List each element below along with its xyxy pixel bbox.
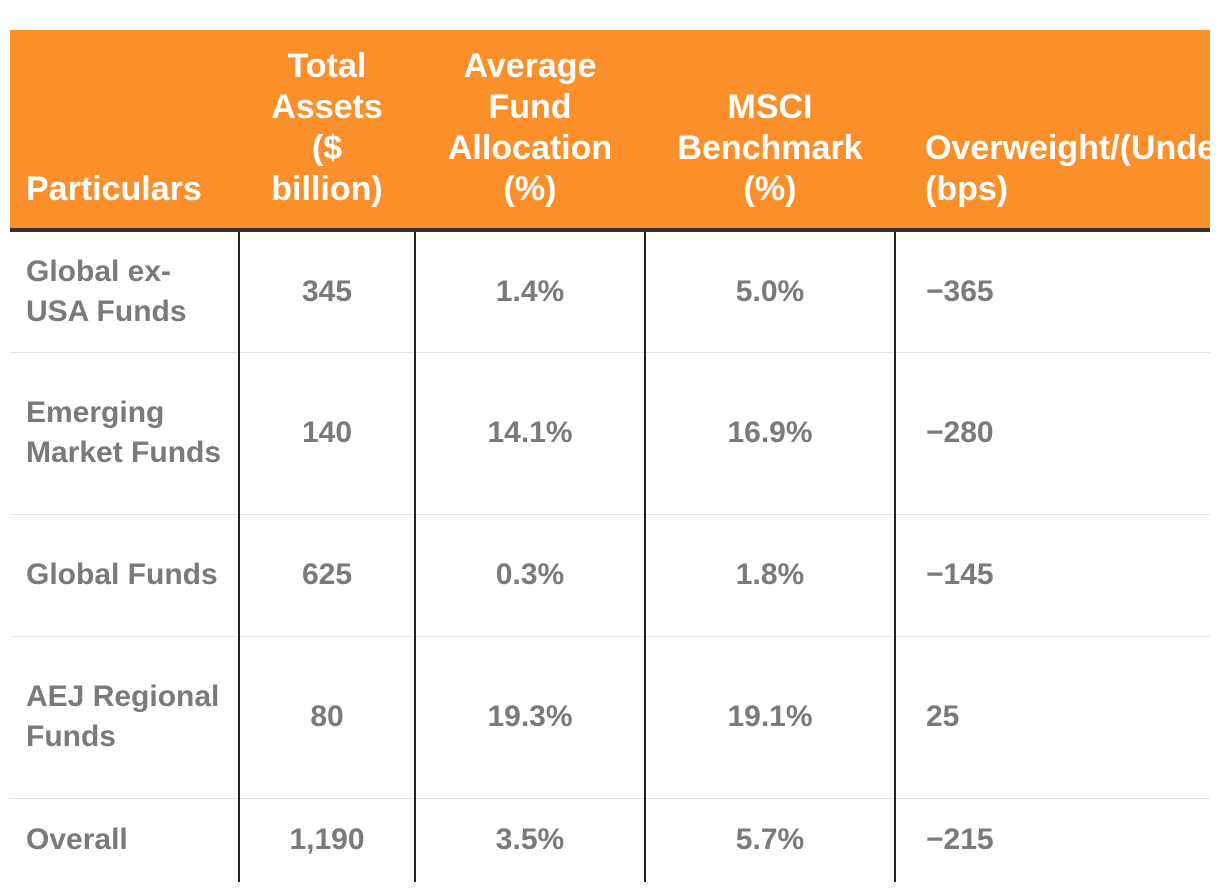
header-line: (%) xyxy=(743,170,797,208)
cell-total-assets: 1,190 xyxy=(238,798,415,882)
header-line: MSCI xyxy=(727,88,813,126)
table-row: Global Funds 625 0.3% 1.8% −145 xyxy=(10,514,1210,637)
header-line: (%) xyxy=(503,170,557,208)
cell-overweight-underweight: −365 xyxy=(894,230,1210,353)
header-line: billion) xyxy=(271,170,383,208)
data-table: Particulars Total Assets ($ billion) Averag… xyxy=(10,30,1210,882)
cell-msci-benchmark: 5.0% xyxy=(644,230,895,353)
header-msci-benchmark: MSCI Benchmark (%) xyxy=(645,30,895,232)
table-row: Emerging Market Funds 140 14.1% 16.9% −2… xyxy=(10,352,1210,515)
header-line: Fund xyxy=(488,88,572,126)
data-table-container: Particulars Total Assets ($ billion) Averag… xyxy=(10,30,1210,892)
cell-overweight-underweight: −280 xyxy=(894,352,1210,515)
cell-total-assets: 625 xyxy=(238,514,415,637)
header-line: Overweight/(Underweight) xyxy=(925,129,1210,167)
header-line: (bps) xyxy=(925,170,1009,208)
cell-particulars: Overall xyxy=(26,823,128,857)
cell-average-fund-allocation: 19.3% xyxy=(414,636,645,799)
header-line: Particulars xyxy=(26,170,202,208)
cell-msci-benchmark: 1.8% xyxy=(644,514,895,637)
table-row: Global ex-USA Funds 345 1.4% 5.0% −365 xyxy=(10,230,1210,353)
cell-average-fund-allocation: 1.4% xyxy=(414,230,645,353)
cell-overweight-underweight: −215 xyxy=(894,798,1210,882)
cell-overweight-underweight: 25 xyxy=(894,636,1210,799)
cell-overweight-underweight: −145 xyxy=(894,514,1210,637)
cell-average-fund-allocation: 3.5% xyxy=(414,798,645,882)
header-line: Allocation xyxy=(447,129,613,167)
header-line: Benchmark xyxy=(677,129,863,167)
cell-msci-benchmark: 5.7% xyxy=(644,798,895,882)
cell-msci-benchmark: 16.9% xyxy=(644,352,895,515)
header-average-fund-allocation: Average Fund Allocation (%) xyxy=(415,30,645,232)
header-line: Average xyxy=(463,47,597,85)
cell-particulars: Global Funds xyxy=(10,514,239,637)
header-particulars: Particulars xyxy=(10,30,239,232)
table-row: AEJ Regional Funds 80 19.3% 19.1% 25 xyxy=(10,636,1210,799)
cell-particulars: Global ex-USA Funds xyxy=(10,230,239,353)
header-total-assets: Total Assets ($ billion) xyxy=(239,30,415,232)
cell-particulars: Emerging Market Funds xyxy=(10,352,239,515)
cell-particulars: AEJ Regional Funds xyxy=(10,636,239,799)
table-row: Overall 1,190 3.5% 5.7% −215 xyxy=(10,798,1210,882)
header-overweight-underweight: Overweight/(Underweight)(bps) xyxy=(895,30,1210,232)
cell-average-fund-allocation: 0.3% xyxy=(414,514,645,637)
header-line: Total xyxy=(287,47,367,85)
header-line: Assets xyxy=(271,88,383,126)
header-line: ($ xyxy=(311,129,343,167)
header-row: Particulars Total Assets ($ billion) Averag… xyxy=(10,30,1210,232)
cell-total-assets: 80 xyxy=(238,636,415,799)
cell-total-assets: 140 xyxy=(238,352,415,515)
cell-average-fund-allocation: 14.1% xyxy=(414,352,645,515)
cell-total-assets: 345 xyxy=(238,230,415,353)
cell-msci-benchmark: 19.1% xyxy=(644,636,895,799)
